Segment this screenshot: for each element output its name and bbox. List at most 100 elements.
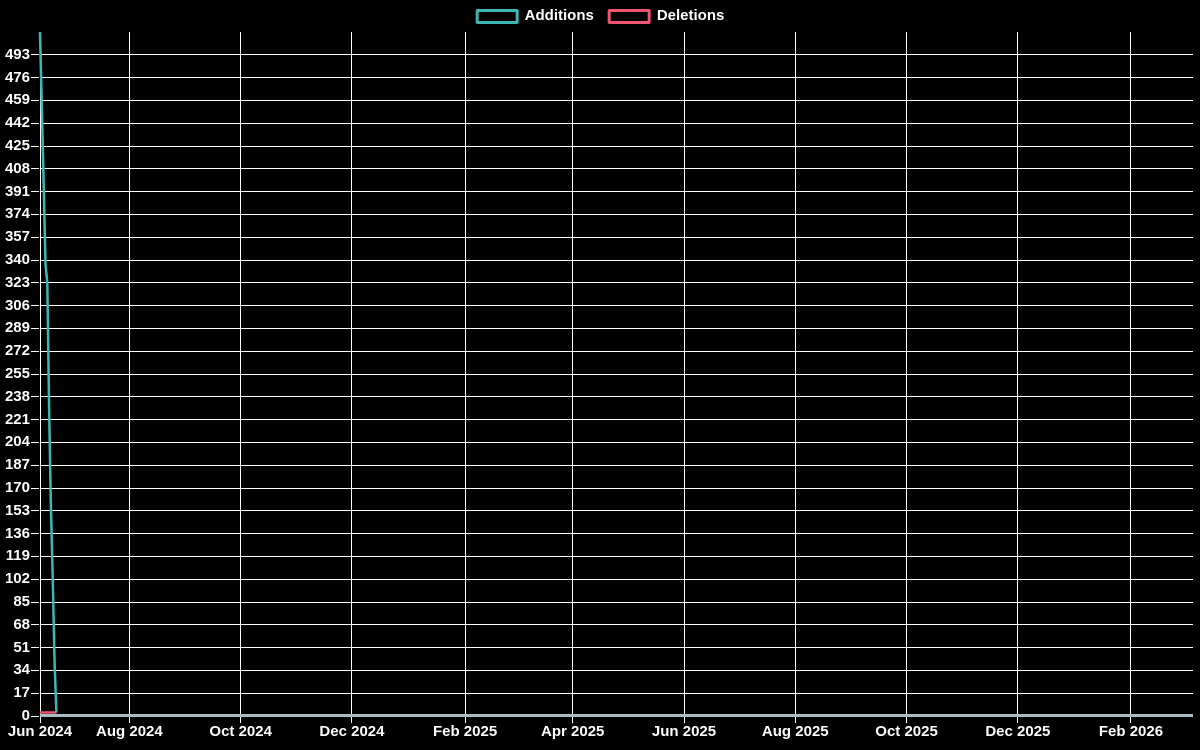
x-gridline xyxy=(906,32,908,716)
x-tick-mark xyxy=(1130,716,1132,723)
y-tick-mark xyxy=(31,191,39,193)
legend-item-deletions[interactable]: Deletions xyxy=(607,8,724,24)
y-gridline xyxy=(40,282,1193,284)
x-gridline xyxy=(794,32,796,716)
y-tick-mark xyxy=(31,145,39,147)
y-axis-tick-label: 51 xyxy=(13,638,30,656)
x-axis-tick-label: Feb 2026 xyxy=(1098,723,1164,740)
x-axis-tick-label: Jun 2025 xyxy=(651,723,717,740)
legend-label-additions: Additions xyxy=(524,7,594,24)
x-axis-tick-label: Aug 2024 xyxy=(96,723,163,740)
y-tick-mark xyxy=(31,533,39,535)
x-gridline xyxy=(1130,32,1132,716)
x-gridline xyxy=(351,32,353,716)
y-gridline xyxy=(40,77,1193,79)
x-tick-mark xyxy=(906,716,908,723)
y-tick-mark xyxy=(31,578,39,580)
y-tick-mark xyxy=(31,647,39,649)
y-gridline xyxy=(40,510,1193,512)
y-gridline xyxy=(40,168,1193,170)
y-axis-tick-label: 187 xyxy=(4,456,30,474)
y-axis-tick-label: 34 xyxy=(13,661,30,679)
y-tick-mark xyxy=(31,715,39,717)
x-axis-tick-label: Dec 2025 xyxy=(985,723,1051,740)
x-gridline xyxy=(128,32,130,716)
x-gridline xyxy=(240,32,242,716)
y-axis-tick-label: 289 xyxy=(4,319,30,337)
y-gridline xyxy=(40,99,1193,101)
y-axis-tick-label: 204 xyxy=(4,433,30,451)
deletions-swatch-icon xyxy=(607,8,651,24)
x-axis-tick-label: Jun 2024 xyxy=(7,723,73,740)
y-tick-mark xyxy=(31,510,39,512)
y-axis-tick-label: 136 xyxy=(4,524,30,542)
x-tick-mark xyxy=(128,716,130,723)
x-tick-mark xyxy=(240,716,242,723)
y-tick-mark xyxy=(31,168,39,170)
y-gridline xyxy=(40,373,1193,375)
y-gridline xyxy=(40,624,1193,626)
y-axis-tick-label: 340 xyxy=(4,251,30,268)
x-tick-mark xyxy=(794,716,796,723)
x-axis-tick-label: Oct 2025 xyxy=(875,723,938,740)
y-tick-mark xyxy=(31,350,39,352)
y-gridline xyxy=(40,122,1193,124)
legend-item-additions[interactable]: Additions xyxy=(475,7,594,24)
y-gridline xyxy=(40,327,1193,329)
y-tick-mark xyxy=(31,601,39,603)
y-axis-tick-label: 476 xyxy=(4,68,30,86)
y-gridline xyxy=(40,145,1193,147)
y-tick-mark xyxy=(31,464,39,466)
x-gridline xyxy=(683,32,685,716)
x-gridline xyxy=(464,32,466,716)
y-tick-mark xyxy=(31,213,39,215)
x-axis-tick-label: Feb 2025 xyxy=(432,723,498,740)
y-axis-tick-label: 306 xyxy=(4,296,30,314)
y-gridline xyxy=(40,350,1193,352)
chart-legend: Additions Deletions xyxy=(475,7,724,24)
y-gridline xyxy=(40,191,1193,193)
x-gridline xyxy=(572,32,574,716)
y-tick-mark xyxy=(31,99,39,101)
y-tick-mark xyxy=(31,487,39,489)
y-gridline xyxy=(40,578,1193,580)
y-axis-line xyxy=(39,32,41,723)
x-axis-tick-label: Aug 2025 xyxy=(761,723,829,740)
y-axis-tick-label: 119 xyxy=(5,547,30,565)
y-tick-mark xyxy=(31,396,39,398)
y-gridline xyxy=(40,236,1193,238)
y-gridline xyxy=(40,647,1193,649)
y-gridline xyxy=(40,419,1193,421)
y-axis-tick-label: 0 xyxy=(21,707,30,724)
y-tick-mark xyxy=(31,373,39,375)
x-axis-tick-label: Dec 2024 xyxy=(319,723,385,740)
x-tick-mark xyxy=(1017,716,1019,723)
x-tick-mark xyxy=(351,716,353,723)
y-axis-tick-label: 17 xyxy=(13,684,30,702)
x-gridline xyxy=(1017,32,1019,716)
y-gridline xyxy=(40,259,1193,261)
y-axis-tick-label: 221 xyxy=(4,410,30,428)
y-tick-mark xyxy=(31,54,39,56)
y-axis-tick-label: 85 xyxy=(13,593,30,610)
x-axis-line xyxy=(40,714,1193,717)
y-tick-mark xyxy=(31,327,39,329)
y-tick-mark xyxy=(31,624,39,626)
y-axis-tick-label: 459 xyxy=(4,91,30,109)
y-axis-tick-label: 238 xyxy=(4,387,30,405)
y-axis-tick-label: 102 xyxy=(4,570,30,588)
y-tick-mark xyxy=(31,282,39,284)
y-tick-mark xyxy=(31,122,39,124)
additions-swatch-icon xyxy=(475,8,519,24)
x-tick-mark xyxy=(464,716,466,723)
y-gridline xyxy=(40,692,1193,694)
y-gridline xyxy=(40,555,1193,557)
y-tick-mark xyxy=(31,419,39,421)
y-axis-tick-label: 255 xyxy=(4,365,30,382)
y-tick-mark xyxy=(31,441,39,443)
x-tick-mark xyxy=(683,716,685,723)
y-axis-tick-label: 323 xyxy=(4,273,30,291)
y-tick-mark xyxy=(31,669,39,671)
